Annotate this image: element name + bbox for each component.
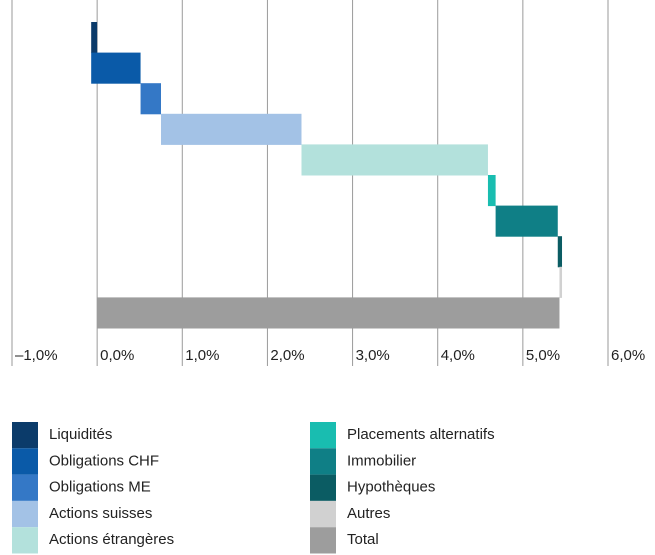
bar [301,144,488,176]
legend-label: Actions suisses [49,505,152,522]
legend-swatch [310,422,336,449]
x-tick-label: 4,0% [441,347,475,364]
bar [140,83,161,115]
x-tick-label: 2,0% [270,347,304,364]
legend-label: Autres [347,505,390,522]
bar [91,22,98,54]
x-tick-label: 5,0% [526,347,560,364]
legend-swatch [310,500,336,528]
legend-label: Total [347,531,379,548]
legend-swatch [12,474,38,501]
x-tick-label: 0,0% [100,347,134,364]
legend-label: Placements alternatifs [347,426,495,443]
legend-label: Actions étrangères [49,531,174,548]
bar [161,113,302,145]
legend-label: Obligations CHF [49,452,159,469]
legend-swatch [12,500,38,528]
bar [495,205,558,237]
legend-swatch [310,448,336,475]
bar [487,175,496,207]
x-tick-label: 3,0% [356,347,390,364]
x-tick-label: 1,0% [185,347,219,364]
legend-label: Immobilier [347,452,416,469]
bar [97,297,560,329]
legend-label: Liquidités [49,426,112,443]
legend-swatch [12,422,38,449]
bar [557,236,563,268]
legend-swatch [310,527,336,554]
legend-swatch [310,474,336,501]
bar [91,52,141,84]
legend-label: Obligations ME [49,479,151,496]
legend-swatch [12,527,38,554]
legend-label: Hypothèques [347,479,435,496]
x-tick-label: 6,0% [611,347,645,364]
legend-swatch [12,448,38,475]
bar [559,266,563,298]
x-tick-label: –1,0% [15,347,58,364]
